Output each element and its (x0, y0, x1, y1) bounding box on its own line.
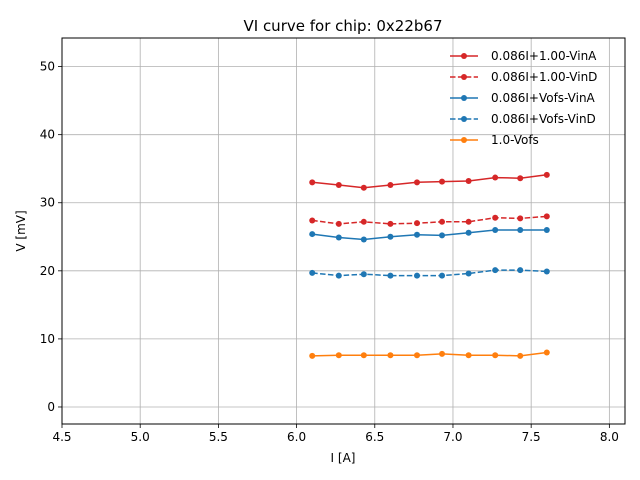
data-point (414, 272, 421, 279)
legend-label: 0.086I+Vofs-VinA (491, 91, 596, 105)
data-point (465, 229, 472, 236)
y-tick-label: 30 (40, 196, 55, 210)
grid-layer (61, 38, 625, 424)
y-tick-label: 10 (40, 332, 55, 346)
data-point (309, 269, 316, 276)
legend-entry: 0.086I+1.00-VinA (450, 49, 597, 63)
y-axis-label: V [mV] (14, 210, 28, 251)
series-3 (309, 226, 550, 243)
legend-label: 1.0-Vofs (491, 133, 539, 147)
data-point (465, 177, 472, 184)
data-point (335, 182, 342, 189)
legend-marker (461, 95, 467, 101)
data-point (517, 267, 524, 274)
data-point (360, 352, 367, 359)
y-tick-label: 20 (40, 264, 55, 278)
data-point (360, 184, 367, 191)
x-tick-label: 5.0 (131, 430, 150, 444)
data-point (439, 178, 446, 185)
data-point (517, 175, 524, 182)
legend-label: 0.086I+1.00-VinD (491, 70, 597, 84)
data-point (387, 220, 394, 227)
data-point (309, 217, 316, 224)
y-tick-label: 50 (40, 60, 55, 74)
series-line (312, 351, 547, 357)
data-point (414, 231, 421, 238)
data-point (517, 215, 524, 222)
data-point (439, 350, 446, 357)
data-point (387, 182, 394, 189)
data-point (465, 218, 472, 225)
chart-title: VI curve for chip: 0x22b67 (243, 17, 442, 35)
data-point (414, 179, 421, 186)
plot-frame (61, 37, 626, 425)
data-point (309, 231, 316, 238)
series-layer (309, 171, 550, 359)
x-tick-label: 8.0 (600, 430, 619, 444)
data-point (309, 179, 316, 186)
legend-entry: 0.086I+Vofs-VinA (450, 91, 596, 105)
data-point (387, 272, 394, 279)
x-tick-label: 6.0 (287, 430, 306, 444)
legend-marker (461, 53, 467, 59)
x-tick-label: 6.5 (365, 430, 384, 444)
data-point (543, 349, 550, 356)
series-1 (309, 171, 550, 191)
series-line (312, 215, 547, 225)
data-point (414, 220, 421, 227)
legend-marker (461, 137, 467, 143)
legend-entry: 0.086I+1.00-VinD (450, 70, 597, 84)
data-point (360, 271, 367, 278)
legend-marker (461, 74, 467, 80)
legend-label: 0.086I+1.00-VinA (491, 49, 597, 63)
data-point (543, 226, 550, 233)
x-tick-label: 7.0 (443, 430, 462, 444)
data-point (543, 213, 550, 220)
series-2 (309, 213, 550, 227)
data-point (492, 267, 499, 274)
data-point (387, 233, 394, 240)
data-point (360, 236, 367, 243)
data-point (335, 220, 342, 227)
legend-entry: 1.0-Vofs (450, 133, 539, 147)
data-point (335, 234, 342, 241)
data-point (492, 226, 499, 233)
data-point (492, 174, 499, 181)
data-point (439, 272, 446, 279)
data-point (492, 214, 499, 221)
data-point (492, 352, 499, 359)
y-tick-label: 0 (47, 400, 55, 414)
legend-marker (461, 116, 467, 122)
legend: 0.086I+1.00-VinA 0.086I+1.00-VinD 0.086I+V… (450, 49, 597, 147)
y-tick-label: 40 (40, 128, 55, 142)
series-line (312, 229, 547, 241)
x-tick-label: 7.5 (522, 430, 541, 444)
x-axis-label: I [A] (331, 451, 356, 465)
legend-entry: 0.086I+Vofs-VinD (450, 112, 596, 126)
series-line (312, 174, 547, 189)
data-point (335, 272, 342, 279)
data-point (360, 218, 367, 225)
series-4 (309, 267, 550, 279)
data-point (335, 352, 342, 359)
x-tick-label: 4.5 (52, 430, 71, 444)
data-point (465, 352, 472, 359)
data-point (387, 352, 394, 359)
data-point (517, 352, 524, 359)
legend-label: 0.086I+Vofs-VinD (491, 112, 596, 126)
x-tick-label: 5.5 (209, 430, 228, 444)
data-point (543, 171, 550, 178)
series-5 (309, 349, 550, 359)
data-point (517, 226, 524, 233)
data-point (465, 270, 472, 277)
data-point (543, 268, 550, 275)
data-point (309, 352, 316, 359)
tick-layer: 4.5 5.0 5.5 6.0 6.5 7.0 7.5 8.0 0 10 20 30 40 50 (40, 60, 619, 444)
data-point (414, 352, 421, 359)
data-point (439, 232, 446, 239)
data-point (439, 218, 446, 225)
